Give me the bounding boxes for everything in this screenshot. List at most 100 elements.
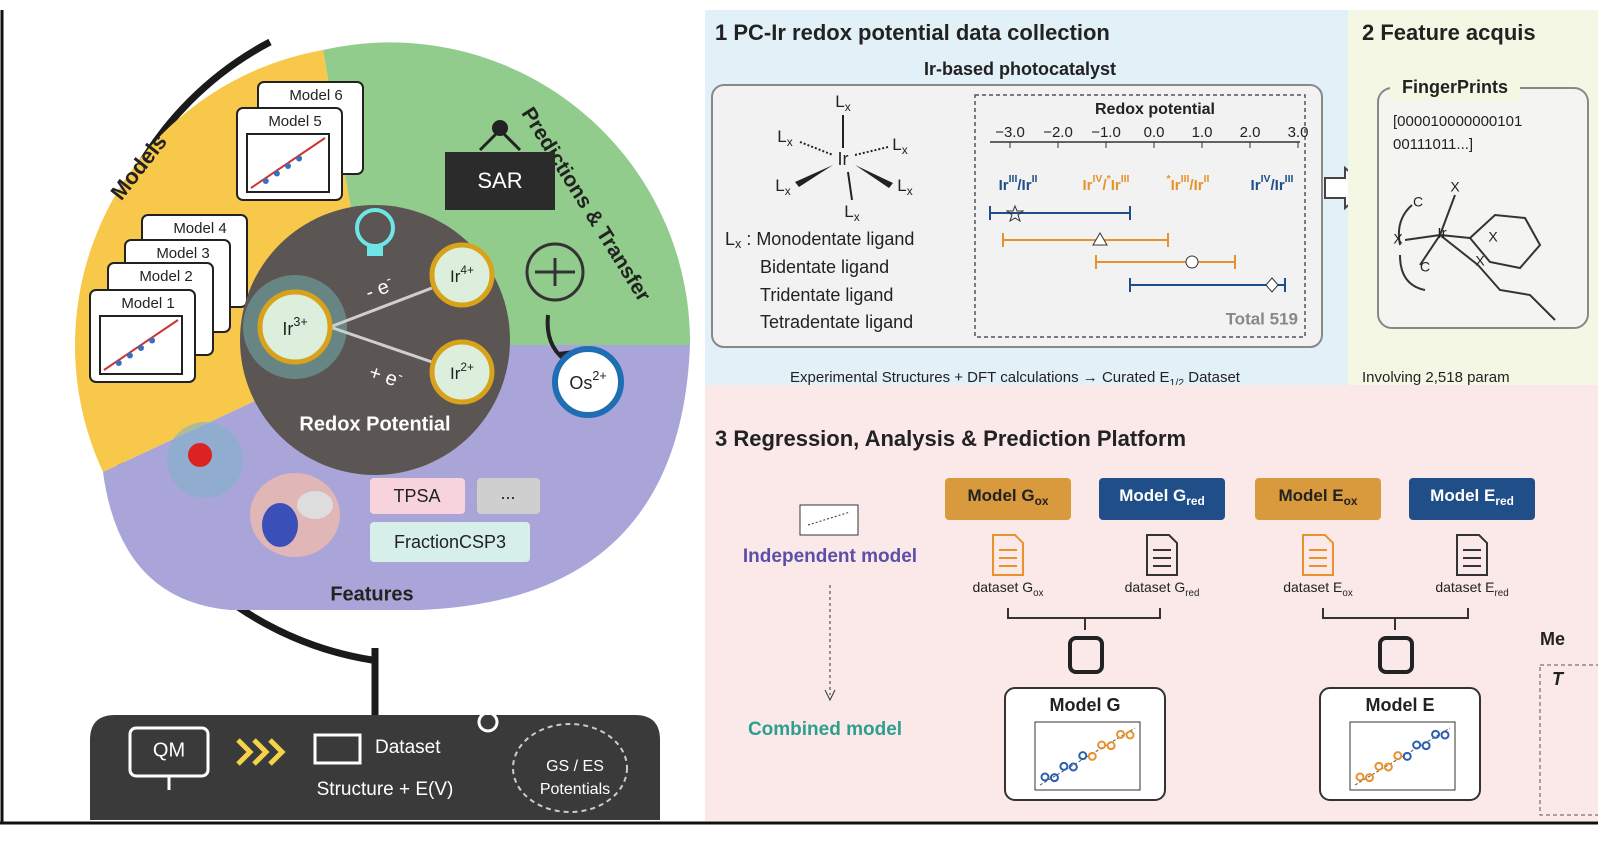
label-bg [1390,76,1520,100]
cut-box [1539,664,1598,816]
model-box [1409,478,1535,520]
couples: IrIII/IrII IrIV/*IrIII *IrIII/IrII IrIV/IrI… [999,173,1294,194]
icon-line [807,511,851,526]
merged-name: Model G [1050,695,1121,715]
mini-plot [1034,721,1141,791]
atom: X [1393,231,1403,247]
descriptor: TPSA [393,486,440,506]
text-segment: Ir [999,177,1009,194]
text-segment: L [777,127,786,146]
text-segment: - [396,366,406,383]
text-segment: L [835,92,844,111]
panel-title: 1 PC-Ir redox potential data collection [715,20,1110,45]
bits: [000010000000101 [1393,113,1522,130]
mini-point [115,360,122,366]
text-segment: red [1186,494,1205,508]
ir2-label: Ir2+ [450,360,474,383]
text-segment: 4+ [460,263,474,277]
bulb-base [367,246,383,256]
mini-point [1374,761,1384,771]
dataset-name: dataset Ered [1435,579,1508,599]
text-segment: - [383,270,393,287]
potentials-label: Potentials [540,781,610,798]
model-name: Model Gox [968,486,1049,508]
atom: C [1413,194,1423,210]
left-panel: Model 4 Model 3 Model 2 Model 1 Model 6 Model… [75,38,691,820]
text-segment: red [1185,588,1199,599]
text-segment: * [1107,173,1112,185]
text-segment: Os [569,373,592,393]
arrow-head [824,689,836,702]
oxidation-line [329,286,433,329]
redox-label: Redox Potential [299,413,450,435]
couple: IrIII/IrII [999,173,1038,194]
model-name: Model Eox [1278,486,1357,508]
bits: 00111011...] [1393,136,1473,153]
brace [1007,608,1161,630]
mini-point [1116,729,1126,739]
model-label: Model 6 [289,87,342,104]
ir3-node [257,289,333,365]
text-segment: x [735,237,742,251]
text-segment: L [725,229,735,249]
ligand-type: Lx : Monodentate ligand [725,229,914,252]
mini-point [1106,741,1116,751]
dataset-name: dataset Gred [1125,579,1200,599]
doc-icon [992,534,1024,576]
tick-label: 1.0 [1192,124,1213,141]
mini-point [262,178,269,184]
text-segment: IV [1261,173,1271,185]
brace [1322,608,1469,630]
globe-icon [525,242,585,302]
text-segment: Ir [282,319,293,339]
mini-point [1087,751,1097,761]
ligand-type: Bidentate ligand [760,257,889,277]
fingerprints-label: FingerPrints [1402,77,1508,97]
features-sector [103,345,690,610]
mini-point [273,170,280,177]
descriptor: ... [500,483,515,503]
ir4-node [429,242,495,308]
panel-1: 1 PC-Ir redox potential data collection … [705,10,1370,389]
descriptor-box [477,478,540,514]
text-segment: III [1181,173,1190,185]
text-segment: dataset G [972,579,1033,595]
mini-point [1383,762,1393,772]
merge-icon [1378,636,1414,674]
doc-icon [1456,534,1488,576]
dataset-name: dataset Gox [972,579,1043,599]
text-segment: III [1285,173,1294,185]
text-segment: L [892,135,901,154]
text-segment: ox [1035,494,1049,508]
text-segment: x [787,135,793,149]
text-segment: x [854,210,860,224]
ligand-type: Tridentate ligand [760,285,893,305]
sar-sign [445,152,555,210]
atom: C [1420,259,1430,275]
model-box [1099,478,1225,520]
chevrons [236,738,286,766]
atom: X [1450,179,1460,195]
text-segment: IV [1093,173,1103,185]
inner-box [711,84,1323,348]
model-label: Model 3 [156,245,209,262]
scatter-icon [799,504,859,536]
couple: IrIV/IrIII [1251,173,1294,194]
ligand: Lx [775,176,790,198]
axis-ticks: −3.0 −2.0 −1.0 0.0 1.0 2.0 3.0 [995,124,1308,148]
axis-label: Redox potential [1095,101,1215,118]
couple: *IrIII/IrII [1167,173,1210,194]
tick-label: 2.0 [1240,124,1261,141]
mini-point [296,155,303,162]
sar-label: SAR [477,168,522,193]
text-segment: Ir [450,267,461,286]
text-segment: x [845,100,851,114]
mini-point [1078,751,1088,761]
text-segment: red [1495,494,1514,508]
cut-box-label: T [1552,669,1565,689]
transfer-target: Os2+ [569,369,606,392]
potentials-ellipse [512,723,628,813]
merged-name: Model E [1365,695,1434,715]
